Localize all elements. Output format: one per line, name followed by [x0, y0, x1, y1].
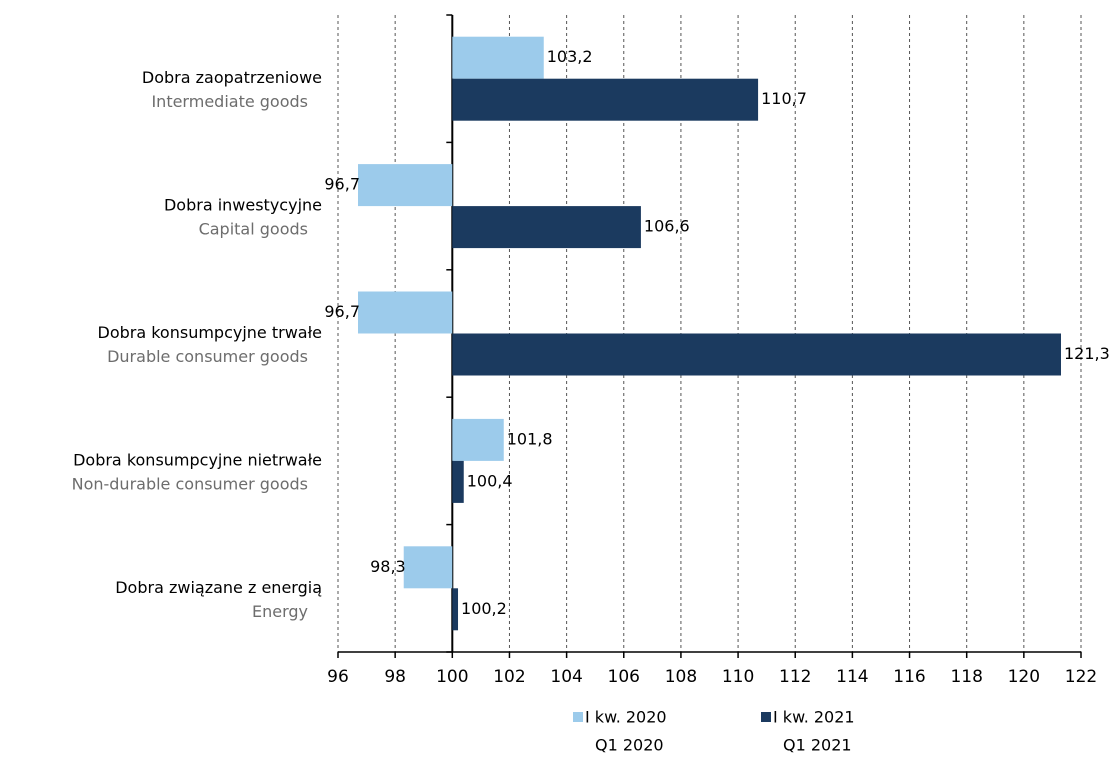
value-label: 96,7	[324, 302, 360, 321]
legend-label-en: Q1 2021	[783, 736, 852, 755]
legend-label-en: Q1 2020	[595, 736, 664, 755]
x-tick-label: 120	[1008, 667, 1040, 687]
bar	[452, 588, 459, 631]
bar	[403, 546, 453, 589]
category-label-en: Energy	[252, 602, 308, 621]
category-label: Dobra zaopatrzeniowe	[142, 68, 322, 87]
value-label: 110,7	[761, 89, 807, 108]
value-label: 100,2	[461, 599, 507, 618]
legend-swatch	[761, 712, 771, 722]
x-tick-label: 98	[384, 667, 406, 687]
bar	[358, 164, 453, 207]
x-tick-label: 100	[436, 667, 468, 687]
legend-label: I kw. 2021	[773, 708, 855, 727]
x-tick-label: 118	[950, 667, 982, 687]
category-label-en: Non-durable consumer goods	[72, 474, 308, 493]
category-label-en: Durable consumer goods	[107, 347, 308, 366]
value-label: 106,6	[644, 217, 690, 236]
category-label: Dobra konsumpcyjne trwałe	[98, 323, 323, 342]
value-label: 103,2	[547, 47, 593, 66]
category-label: Dobra inwestycyjne	[164, 196, 322, 215]
x-tick-label: 106	[608, 667, 640, 687]
bar	[452, 206, 641, 249]
bar	[358, 291, 453, 334]
category-label: Dobra związane z energią	[115, 578, 322, 597]
category-label: Dobra konsumpcyjne nietrwałe	[73, 450, 322, 469]
value-label: 100,4	[467, 471, 513, 490]
x-tick-label: 112	[779, 667, 811, 687]
bar	[452, 78, 759, 121]
x-tick-label: 104	[550, 667, 582, 687]
bar	[452, 36, 544, 79]
x-tick-label: 96	[327, 667, 349, 687]
x-tick-label: 110	[722, 667, 754, 687]
x-tick-label: 122	[1065, 667, 1097, 687]
x-tick-label: 114	[836, 667, 868, 687]
value-label: 96,7	[324, 175, 360, 194]
bar	[452, 460, 464, 503]
x-tick-label: 102	[493, 667, 525, 687]
x-tick-label: 116	[893, 667, 925, 687]
x-tick-label: 108	[665, 667, 697, 687]
category-label-en: Intermediate goods	[151, 92, 308, 111]
legend-label: I kw. 2020	[585, 708, 667, 727]
category-label-en: Capital goods	[199, 220, 308, 239]
bar	[452, 333, 1061, 376]
value-label: 121,3	[1064, 344, 1110, 363]
legend-swatch	[573, 712, 583, 722]
bar	[452, 418, 504, 461]
value-label: 98,3	[370, 557, 406, 576]
value-label: 101,8	[507, 429, 553, 448]
